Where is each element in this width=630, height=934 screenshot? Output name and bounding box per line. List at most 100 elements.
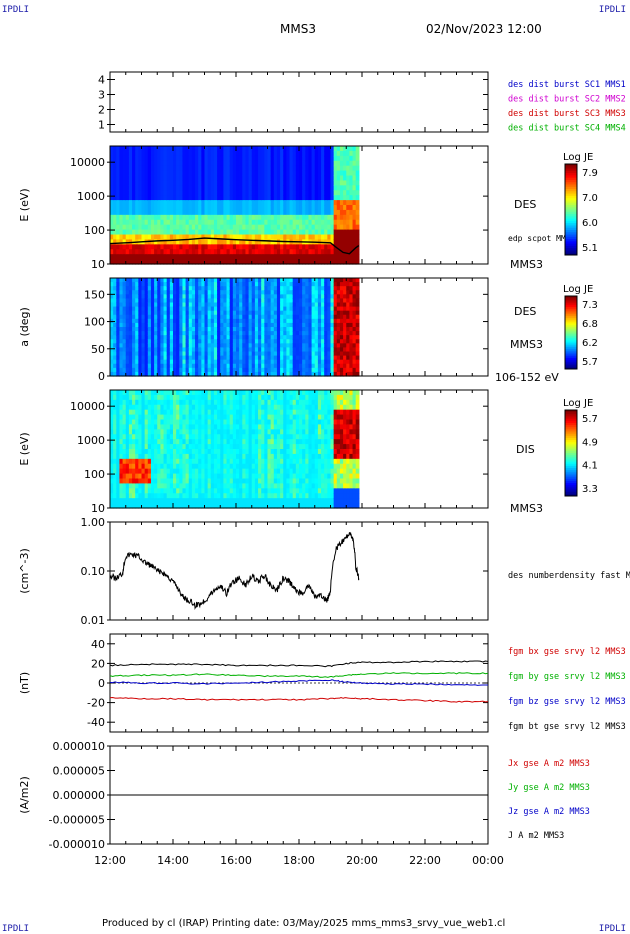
heatmap-cell bbox=[163, 146, 168, 152]
heatmap-cell bbox=[122, 209, 127, 216]
heatmap-cell bbox=[179, 318, 184, 324]
heatmap-cell bbox=[229, 363, 234, 369]
heatmap-cell bbox=[210, 498, 215, 504]
heatmap-cell bbox=[346, 318, 350, 324]
heatmap-cell bbox=[113, 254, 117, 260]
heatmap-cell bbox=[122, 473, 127, 480]
heatmap-cell bbox=[270, 146, 275, 152]
heatmap-cell bbox=[220, 468, 224, 475]
heatmap-cell bbox=[346, 254, 350, 260]
heatmap-cell bbox=[302, 278, 306, 283]
heatmap-cell bbox=[324, 298, 328, 304]
heatmap-cell bbox=[160, 347, 165, 353]
heatmap-cell bbox=[261, 298, 265, 304]
heatmap-cell bbox=[185, 175, 190, 182]
heatmap-cell bbox=[204, 278, 209, 283]
heatmap-cell bbox=[220, 351, 224, 357]
heatmap-cell bbox=[201, 335, 206, 340]
heatmap-cell bbox=[261, 244, 265, 250]
heatmap-cell bbox=[119, 175, 124, 182]
heatmap-cell bbox=[122, 286, 127, 291]
heatmap-cell bbox=[157, 318, 161, 324]
heatmap-cell bbox=[188, 429, 193, 435]
heatmap-cell bbox=[283, 363, 287, 369]
heatmap-cell bbox=[135, 146, 139, 152]
heatmap-cell bbox=[213, 493, 218, 499]
heatmap-cell bbox=[311, 254, 316, 260]
heatmap-cell bbox=[166, 351, 171, 357]
heatmap-cell bbox=[276, 367, 281, 373]
heatmap-cell bbox=[150, 503, 155, 509]
heatmap-cell bbox=[248, 185, 253, 191]
heatmap-cell bbox=[267, 209, 272, 216]
heatmap-cell bbox=[251, 306, 256, 312]
heatmap-cell bbox=[292, 343, 297, 349]
heatmap-cell bbox=[283, 249, 287, 255]
heatmap-cell bbox=[119, 195, 124, 201]
heatmap-cell bbox=[267, 347, 272, 353]
heatmap-cell bbox=[207, 314, 212, 320]
heatmap-cell bbox=[195, 165, 199, 172]
heatmap-cell bbox=[116, 424, 121, 430]
heatmap-cell bbox=[217, 414, 221, 421]
heatmap-cell bbox=[147, 282, 152, 287]
heatmap-cell bbox=[163, 294, 168, 300]
heatmap-cell bbox=[217, 165, 221, 172]
heatmap-cell bbox=[292, 367, 297, 373]
heatmap-cell bbox=[321, 298, 325, 304]
heatmap-cell bbox=[169, 339, 174, 344]
heatmap-cell bbox=[317, 195, 322, 201]
heatmap-cell bbox=[166, 493, 171, 499]
heatmap-cell bbox=[236, 306, 240, 312]
heatmap-cell bbox=[308, 363, 313, 369]
heatmap-cell bbox=[295, 367, 300, 373]
heatmap-cell bbox=[210, 185, 215, 191]
heatmap-cell bbox=[204, 363, 209, 369]
heatmap-cell bbox=[141, 439, 146, 445]
heatmap-cell bbox=[204, 429, 209, 435]
heatmap-cell bbox=[254, 294, 259, 300]
heatmap-cell bbox=[336, 219, 341, 226]
heatmap-cell bbox=[188, 155, 193, 162]
heatmap-cell bbox=[232, 298, 237, 304]
heatmap-cell bbox=[308, 302, 313, 308]
heatmap-cell bbox=[239, 150, 243, 157]
heatmap-cell bbox=[343, 175, 347, 182]
heatmap-cell bbox=[132, 175, 136, 182]
heatmap-cell bbox=[116, 434, 121, 440]
heatmap-cell bbox=[280, 185, 284, 191]
heatmap-cell bbox=[185, 146, 190, 152]
heatmap-cell bbox=[223, 214, 228, 221]
heatmap-cell bbox=[163, 429, 168, 435]
heatmap-cell bbox=[179, 351, 184, 357]
heatmap-cell bbox=[343, 363, 347, 369]
heatmap-cell bbox=[213, 175, 218, 182]
heatmap-cell bbox=[135, 343, 139, 349]
heatmap-cell bbox=[160, 244, 165, 250]
heatmap-cell bbox=[220, 458, 224, 465]
heatmap-cell bbox=[330, 318, 335, 324]
heatmap-cell bbox=[317, 259, 322, 265]
heatmap-cell bbox=[198, 209, 202, 216]
heatmap-cell bbox=[223, 488, 228, 494]
heatmap-cell bbox=[239, 310, 243, 316]
heatmap-cell bbox=[185, 458, 190, 465]
heatmap-cell bbox=[280, 155, 284, 162]
heatmap-cell bbox=[132, 390, 136, 396]
heatmap-cell bbox=[138, 424, 143, 430]
colorbar-cell bbox=[565, 310, 577, 313]
heatmap-cell bbox=[245, 310, 250, 316]
heatmap-cell bbox=[128, 165, 133, 172]
heatmap-cell bbox=[220, 219, 224, 226]
heatmap-cell bbox=[204, 239, 209, 245]
heatmap-cell bbox=[299, 170, 303, 177]
heatmap-cell bbox=[198, 498, 202, 504]
heatmap-cell bbox=[232, 339, 237, 344]
heatmap-cell bbox=[166, 282, 171, 287]
heatmap-cell bbox=[204, 473, 209, 480]
heatmap-cell bbox=[336, 363, 341, 369]
colorbar-tick: 5.7 bbox=[582, 357, 598, 368]
heatmap-cell bbox=[173, 259, 177, 265]
heatmap-cell bbox=[160, 493, 165, 499]
heatmap-cell bbox=[198, 331, 202, 336]
